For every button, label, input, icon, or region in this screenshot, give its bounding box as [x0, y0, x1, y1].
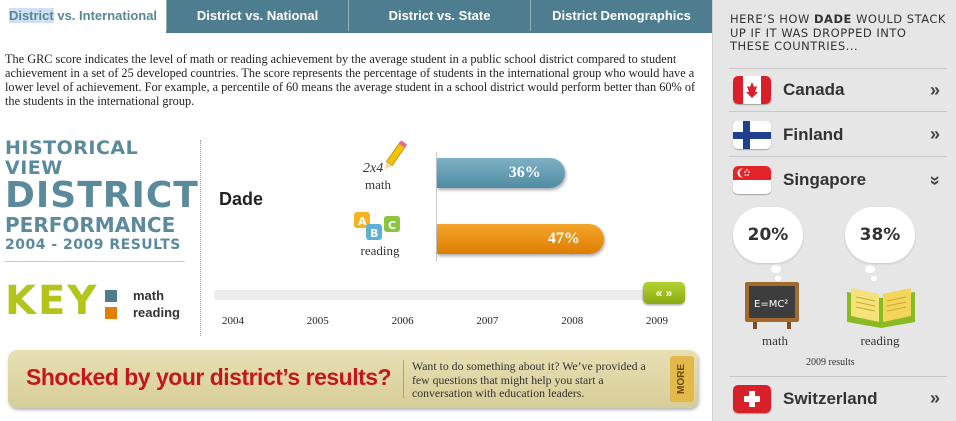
year-label[interactable]: 2006	[391, 315, 414, 327]
key-label-math: math	[133, 288, 165, 303]
shocked-banner[interactable]: Shocked by your district’s results? Want…	[8, 350, 698, 408]
country-panel: HERE’S HOW DADE WOULD STACK UP IF IT WAS…	[712, 0, 956, 421]
blackboard-text: E=MC²	[754, 299, 788, 310]
blackboard-icon: E=MC²	[737, 280, 807, 330]
reading-bar-value: 47%	[547, 230, 580, 247]
reading-score-bubble: 38%	[845, 207, 915, 263]
country-name: Canada	[783, 80, 845, 99]
tab-district-demographics[interactable]: District Demographics	[530, 0, 712, 32]
reading-label: reading	[360, 243, 400, 258]
math-bar-value: 36%	[508, 164, 541, 181]
chevron-down-icon: »	[925, 174, 946, 185]
tab-label: District vs. National	[196, 8, 319, 23]
tab-label: District Demographics	[552, 8, 691, 23]
year-label[interactable]: 2008	[561, 315, 584, 327]
country-row-finland[interactable]: Finland »	[729, 113, 947, 157]
math-score-bubble: 20%	[733, 207, 803, 263]
country-row-switzerland[interactable]: Switzerland »	[729, 376, 947, 420]
timeline-nav-button[interactable]: « »	[643, 282, 685, 304]
panel-intro-c: WOULD STACK UP IF IT WAS DROPPED INTO TH…	[730, 12, 946, 53]
year-label[interactable]: 2005	[306, 315, 329, 327]
panel-intro-a: HERE’S HOW	[730, 12, 815, 26]
reading-swatch	[105, 306, 117, 319]
open-book-icon	[843, 282, 919, 330]
abc-blocks-icon: A B C	[352, 210, 410, 244]
country-name: Switzerland	[783, 388, 878, 408]
banner-copy: Want to do something about it? We’ve pro…	[412, 359, 646, 400]
tab-bar: District vs. International District vs. …	[0, 0, 712, 32]
dotted-divider	[200, 140, 201, 336]
country-name: Singapore	[783, 170, 867, 189]
results-caption: 2009 results	[806, 357, 855, 368]
historical-line-2: DISTRICT	[5, 175, 199, 216]
tab-district-vs-international[interactable]: District vs. International	[0, 0, 166, 32]
math-icon-text: 2x4	[363, 161, 383, 176]
divider	[5, 261, 185, 262]
key-item-reading: reading	[105, 305, 180, 320]
bubble-tail	[865, 265, 875, 273]
country-row-canada[interactable]: Canada »	[729, 68, 947, 112]
tab-district-vs-state[interactable]: District vs. State	[348, 0, 530, 32]
switzerland-flag-icon	[733, 384, 771, 413]
banner-separator	[403, 360, 404, 398]
banner-headline: Shocked by your district’s results?	[26, 364, 392, 390]
chevron-right-icon: »	[929, 388, 940, 408]
finland-flag-icon	[733, 120, 771, 149]
historical-title: HISTORICAL VIEW DISTRICT PERFORMANCE 200…	[5, 137, 199, 254]
key-item-math: math	[105, 288, 164, 303]
chevron-right-icon: »	[929, 124, 940, 144]
key-title: KEY	[5, 278, 99, 324]
tab-label: District vs. State	[388, 8, 491, 23]
bubble-tail	[871, 276, 877, 281]
canada-flag-icon	[733, 76, 771, 104]
timeline-track[interactable]	[214, 290, 684, 300]
intro-text: The GRC score indicates the level of mat…	[5, 52, 696, 108]
country-row-singapore[interactable]: Singapore »	[729, 158, 947, 202]
bubble-tail	[775, 276, 781, 281]
singapore-flag-icon	[733, 166, 771, 194]
reading-bar: 47%	[437, 224, 604, 254]
tab-highlight: District	[8, 8, 54, 23]
panel-math-label: math	[762, 333, 788, 348]
year-label[interactable]: 2009	[646, 315, 668, 327]
math-bar: 36%	[437, 158, 565, 188]
tab-district-vs-national[interactable]: District vs. National	[166, 0, 348, 32]
year-label[interactable]: 2004	[222, 315, 244, 327]
math-label: math	[365, 177, 391, 192]
bar-axis	[436, 152, 437, 262]
historical-line-3: PERFORMANCE	[5, 213, 176, 237]
svg-text:A: A	[358, 215, 367, 228]
bubble-tail	[771, 265, 781, 273]
panel-intro: HERE’S HOW DADE WOULD STACK UP IF IT WAS…	[730, 12, 950, 54]
year-label[interactable]: 2007	[476, 315, 499, 327]
panel-intro-district: DADE	[814, 12, 852, 26]
historical-line-4: 2004 - 2009 RESULTS	[5, 237, 181, 253]
more-button[interactable]: MORE	[670, 356, 694, 402]
panel-reading-label: reading	[860, 333, 900, 348]
country-name: Finland	[783, 124, 844, 144]
tab-label: vs. International	[53, 8, 158, 23]
historical-line-1: HISTORICAL VIEW	[5, 137, 139, 179]
pencil-icon: 2x4	[360, 140, 410, 178]
key-label-reading: reading	[133, 305, 180, 320]
math-swatch	[105, 289, 117, 302]
district-name: Dade	[219, 189, 264, 209]
svg-text:B: B	[370, 227, 378, 240]
svg-text:C: C	[388, 219, 396, 232]
tab-underline	[166, 31, 712, 33]
chevron-right-icon: »	[929, 79, 940, 100]
